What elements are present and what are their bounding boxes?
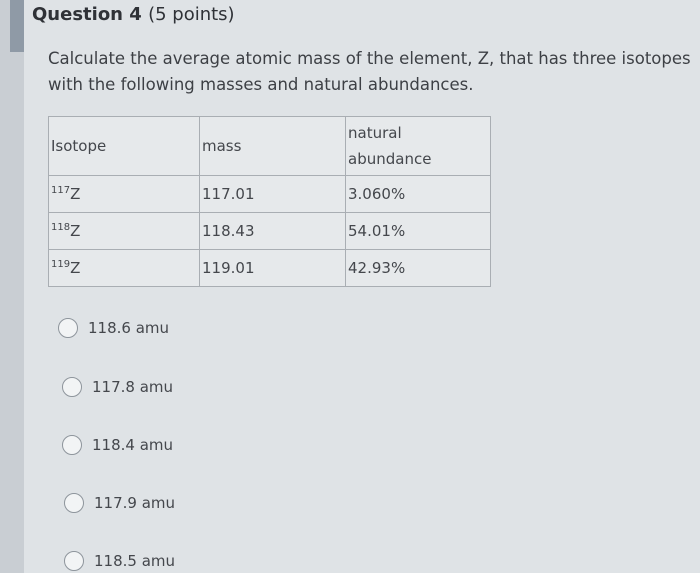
option-label: 118.5 amu — [94, 552, 176, 570]
table-row: 119Z 119.01 42.93% — [48, 249, 491, 287]
radio-button[interactable] — [64, 551, 84, 571]
option-label: 117.8 amu — [92, 378, 174, 396]
option-label: 117.9 amu — [94, 494, 176, 512]
option-label: 118.6 amu — [88, 319, 170, 337]
mass-number: 119 — [51, 259, 71, 270]
header-abundance: natural abundance — [345, 116, 491, 176]
option-4[interactable]: 117.9 amu — [64, 493, 175, 513]
option-1[interactable]: 118.6 amu — [58, 318, 169, 338]
option-2[interactable]: 117.8 amu — [62, 377, 173, 397]
radio-button[interactable] — [62, 435, 82, 455]
question-title: Question 4 (5 points) — [32, 4, 235, 25]
option-label: 118.4 amu — [92, 436, 174, 454]
isotope-table: Isotope mass natural abundance 117Z 117.01 3… — [48, 116, 491, 287]
active-question-marker — [10, 0, 24, 52]
mass-number: 118 — [51, 222, 71, 233]
header-isotope: Isotope — [48, 116, 200, 176]
mass-cell: 118.43 — [199, 212, 346, 250]
abundance-cell: 42.93% — [345, 249, 491, 287]
radio-button[interactable] — [64, 493, 84, 513]
table-row: 118Z 118.43 54.01% — [48, 212, 491, 250]
mass-number: 117 — [51, 185, 71, 196]
mass-cell: 117.01 — [199, 175, 346, 213]
option-3[interactable]: 118.4 amu — [62, 435, 173, 455]
header-mass: mass — [199, 116, 346, 176]
question-prompt: Calculate the average atomic mass of the… — [48, 49, 691, 94]
symbol: Z — [70, 222, 81, 240]
table-row: 117Z 117.01 3.060% — [48, 175, 491, 213]
abundance-cell: 54.01% — [345, 212, 491, 250]
option-5[interactable]: 118.5 amu — [64, 551, 175, 571]
symbol: Z — [70, 185, 81, 203]
radio-button[interactable] — [58, 318, 78, 338]
symbol: Z — [70, 259, 81, 277]
points-label: (5 points) — [148, 4, 235, 25]
abundance-cell: 3.060% — [345, 175, 491, 213]
radio-button[interactable] — [62, 377, 82, 397]
left-sidebar — [0, 0, 24, 573]
mass-cell: 119.01 — [199, 249, 346, 287]
